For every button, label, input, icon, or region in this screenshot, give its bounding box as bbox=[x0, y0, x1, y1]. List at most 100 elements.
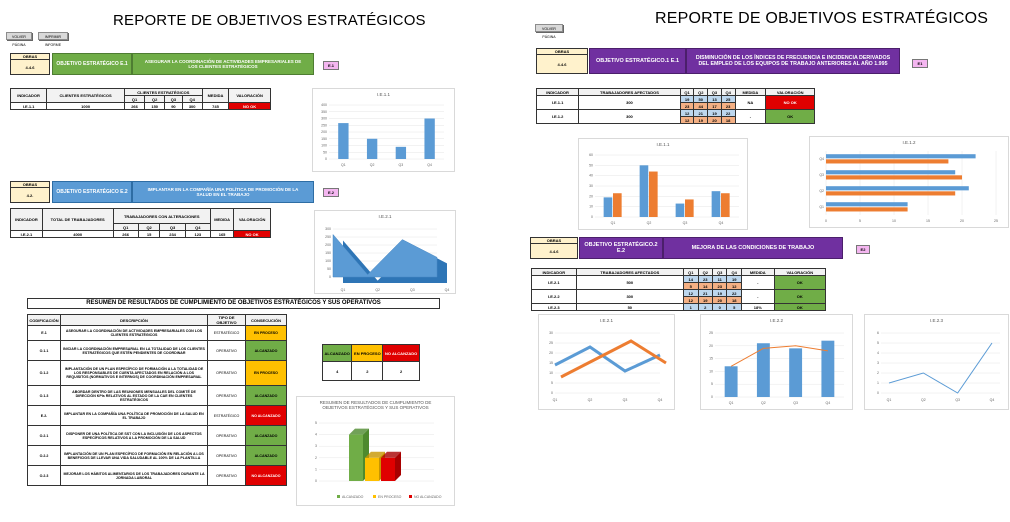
y-tick-label: 200 bbox=[321, 130, 327, 134]
x-tick-label: Q2 bbox=[375, 288, 380, 292]
y-tick-label: 250 bbox=[325, 235, 331, 239]
bar bbox=[639, 165, 649, 217]
cell-q2: 50 bbox=[693, 95, 709, 103]
th-q4: Q4 bbox=[181, 95, 203, 103]
cell-q1-b: 5 bbox=[683, 282, 699, 290]
obras-box-e2: OBRAS 4.2. bbox=[10, 181, 50, 203]
chart-svg: 0 1 2 3 4 5 ALCANZADO EN PROCESO NO ALCANZADO bbox=[315, 421, 442, 499]
obras-value: 4.4.6 bbox=[549, 248, 559, 254]
series-line bbox=[554, 345, 661, 373]
series-line bbox=[730, 345, 828, 367]
chart-ie21-left: I.E.2.1 0 50 100 150 200 250 300 Q1 Q2 Q3 Q4 bbox=[314, 210, 456, 294]
x-tick-label: Q4 bbox=[445, 288, 450, 292]
x-tick-label: Q1 bbox=[887, 398, 892, 402]
cell-q2: 23 bbox=[697, 275, 714, 283]
print-button[interactable]: IMPRIMIR INFORME bbox=[38, 32, 68, 47]
chart-title: RESUMEN DE RESULTADOS DE CUMPLIMIENTO DE… bbox=[319, 400, 432, 410]
chart-title: I.E.1.2 bbox=[902, 140, 916, 145]
x-tick-label: Q1 bbox=[729, 401, 734, 405]
cell-q2: 21 bbox=[697, 289, 714, 297]
cell-valoracion: OK bbox=[773, 303, 827, 311]
obras-label: OBRAS bbox=[537, 49, 587, 55]
cell-q3-b: 17 bbox=[707, 102, 722, 110]
obras-label: OBRAS bbox=[11, 54, 49, 60]
summary-code: E.2. bbox=[27, 405, 61, 426]
y-tick-label: 10 bbox=[709, 369, 713, 373]
y-tick-label: Q2 bbox=[819, 189, 824, 193]
goto-e1-button[interactable]: E.1 bbox=[323, 61, 339, 70]
y-tick-label: Q3 bbox=[819, 173, 824, 177]
cell-q3: 0 bbox=[711, 303, 728, 311]
legend-label: ALCANZADO bbox=[342, 495, 364, 499]
goto-r1-button[interactable]: E1 bbox=[912, 59, 928, 68]
th-6: MEDIDA bbox=[740, 268, 775, 276]
cell-indicator: I.E.2.2 bbox=[531, 289, 577, 304]
cell-q1-b: 12 bbox=[679, 116, 695, 124]
chart-ie21-right: I.E.2.1 0 5 10 15 20 25 30 Q1 Q2 Q3 Q4 bbox=[538, 314, 675, 410]
table-row: I.E.1.1 300 19 50 13 25 NA NO OK bbox=[535, 95, 815, 110]
cell-q2-b: 19 bbox=[697, 296, 714, 304]
table-row-b: 12 19 20 18 bbox=[532, 296, 826, 304]
summary-code: O.2.1 bbox=[27, 425, 61, 446]
cell-q2: 15 bbox=[137, 230, 161, 238]
y-tick-label: 40 bbox=[589, 174, 593, 178]
obras-value: 4.2. bbox=[26, 192, 34, 198]
table-row-b: 23 44 17 23 bbox=[537, 102, 815, 110]
cell-q4-b: 12 bbox=[726, 282, 742, 290]
summary-desc: MEJORAR LOS HÁBITOS ALIMENTARIOS DE LOS … bbox=[60, 465, 208, 486]
th-q3: Q3 bbox=[159, 223, 186, 231]
chart-svg: 0 50 100 150 200 250 300 350 400 Q1 Q2 Q3 Q4 bbox=[321, 103, 444, 167]
goto-r2-button[interactable]: E2 bbox=[856, 245, 870, 254]
th-7: VALORACIÓN bbox=[773, 268, 827, 276]
indicator-table-r1: INDICADOR TRABAJADORES AFECTADOS Q1 Q2 Q3 Q4 M… bbox=[535, 88, 815, 124]
th-5: Q4 bbox=[726, 268, 742, 276]
x-tick-label: Q1 bbox=[553, 398, 558, 402]
chart-svg: 0 1 2 3 4 5 6 Q1 Q2 Q3 Q4 bbox=[877, 331, 1000, 402]
chart-ie11-left: I.E.1.1 0 50 100 150 200 250 300 350 400 Q1 Q2 Q3 Q4 bbox=[312, 88, 455, 172]
cell-q3: 19 bbox=[711, 289, 728, 297]
y-tick-label: 0 bbox=[325, 157, 327, 161]
cell-indicator: I.E.2.3 bbox=[531, 303, 577, 311]
bar bbox=[756, 343, 770, 397]
x-tick-label: 20 bbox=[960, 219, 964, 223]
summary-desc: IMPLANTAR EN LA COMPAÑÍA UNA POLÍTICA DE… bbox=[60, 405, 208, 426]
x-tick-label: 10 bbox=[892, 219, 896, 223]
back-button[interactable]: VOLVER PÁGINA bbox=[6, 32, 32, 47]
summary-code: O.2.2 bbox=[27, 445, 61, 466]
cell-q1: 12 bbox=[683, 289, 699, 297]
y-tick-label: 150 bbox=[321, 137, 327, 141]
area-series bbox=[332, 233, 438, 278]
bar bbox=[826, 170, 956, 175]
chart-title: I.E.2.3 bbox=[929, 318, 943, 323]
chart-svg: 0 5 10 15 20 25 30 Q1 Q2 Q3 Q4 bbox=[549, 331, 667, 402]
th-total: TOTAL DE TRABAJADORES bbox=[41, 208, 114, 231]
back-button-right[interactable]: VOLVER PÁGINA bbox=[535, 24, 563, 39]
th-valoracion: VALORACIÓN bbox=[233, 208, 271, 231]
goto-e2-button[interactable]: E.2 bbox=[323, 188, 339, 197]
y-tick-label: 3 bbox=[877, 361, 879, 365]
cell-valoracion: NO OK bbox=[233, 230, 271, 238]
chart-ie23-right: I.E.2.3 0 1 2 3 4 5 6 Q1 Q2 Q3 Q4 bbox=[864, 314, 1009, 410]
chart-svg: 0 10 20 30 40 50 60 Q1 Q2 Q3 Q4 bbox=[589, 153, 739, 225]
cell-total: 50 bbox=[575, 303, 685, 311]
x-tick-label: Q3 bbox=[683, 221, 688, 225]
th-indicador: INDICADOR bbox=[10, 208, 43, 231]
th-q3: Q3 bbox=[164, 95, 183, 103]
objective-text-r2: MEJORA DE LAS CONDICIONES DE TRABAJO bbox=[663, 237, 843, 259]
th-0: INDICADOR bbox=[535, 88, 580, 96]
cell-valoracion: OK bbox=[773, 289, 827, 304]
th-3: Q2 bbox=[693, 88, 709, 96]
x-tick-label: Q3 bbox=[955, 398, 960, 402]
y-tick-label: 30 bbox=[589, 184, 593, 188]
chart-svg: 0 5 10 15 20 25 Q1 Q2 Q3 Q4 bbox=[709, 331, 844, 405]
cell-medida: - bbox=[740, 289, 775, 304]
cell-q4: 19 bbox=[726, 275, 742, 283]
bar-top bbox=[381, 451, 401, 458]
chart-title: I.E.2.1 bbox=[378, 214, 392, 219]
bar-top bbox=[349, 428, 369, 435]
cell-q2: 2 bbox=[697, 303, 714, 311]
bar bbox=[395, 146, 407, 159]
cell-q3-b: 20 bbox=[707, 116, 722, 124]
y-tick-label: Q4 bbox=[819, 157, 824, 161]
objective-text-e1: ASEGURAR LA COORDINACIÓN DE ACTIVIDADES … bbox=[132, 53, 314, 75]
